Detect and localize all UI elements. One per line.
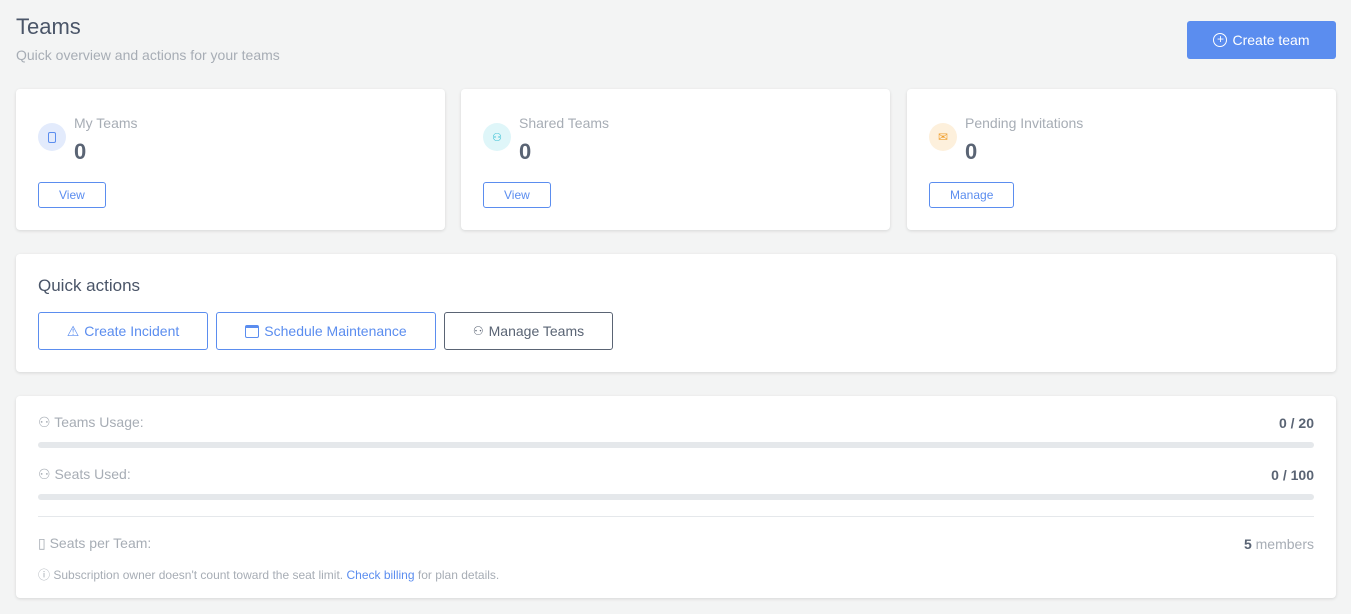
calendar-icon [245, 324, 260, 338]
usage-card: ⚇ Teams Usage: 0 / 20 ⚇ Seats Used: 0 / 10… [16, 396, 1336, 598]
view-my-teams-button[interactable]: View [38, 182, 106, 208]
stat-label: Shared Teams [519, 115, 610, 131]
plus-circle-icon: + [1213, 33, 1228, 47]
stat-label: Pending Invitations [965, 115, 1084, 131]
users-icon: ⚇ [483, 123, 511, 151]
envelope-icon: ✉ [929, 123, 957, 151]
create-incident-button[interactable]: ⚠ Create Incident [38, 312, 208, 350]
seats-used-bar [38, 494, 1314, 500]
stat-value: 0 [74, 139, 87, 164]
quick-actions-title: Quick actions [38, 276, 141, 295]
stat-label: My Teams [74, 115, 138, 131]
create-team-button[interactable]: + Create team [1187, 21, 1336, 59]
my-teams-card: My Teams 0 View [16, 89, 445, 230]
stat-value: 0 [519, 139, 532, 164]
view-shared-teams-button[interactable]: View [483, 182, 551, 208]
badge-icon: ▯ [38, 535, 50, 551]
users-filled-icon: ⚇ [38, 466, 55, 482]
info-icon: ⓘ [38, 568, 51, 582]
seats-used-label: ⚇ Seats Used: [38, 466, 131, 482]
quick-actions-card: Quick actions ⚠ Create Incident Schedule … [16, 254, 1336, 372]
seats-used-value: 0 / 100 [1271, 466, 1314, 483]
divider [38, 516, 1314, 517]
manage-invitations-button[interactable]: Manage [929, 182, 1015, 208]
users-icon: ⚇ [472, 324, 484, 338]
warning-icon: ⚠ [66, 322, 80, 339]
seats-per-team-label: ▯ Seats per Team: [38, 535, 152, 551]
schedule-maintenance-button[interactable]: Schedule Maintenance [216, 312, 436, 350]
check-billing-link[interactable]: Check billing [346, 568, 415, 582]
pending-invitations-card: ✉ Pending Invitations 0 Manage [907, 89, 1336, 230]
manage-teams-button[interactable]: ⚇ Manage Teams [444, 312, 613, 350]
page-subtitle: Quick overview and actions for your team… [16, 47, 280, 63]
seat-limit-note: ⓘ Subscription owner doesn't count towar… [38, 568, 500, 582]
shared-teams-card: ⚇ Shared Teams 0 View [461, 89, 890, 230]
teams-usage-value: 0 / 20 [1278, 414, 1314, 431]
teams-usage-label: ⚇ Teams Usage: [38, 414, 144, 430]
badge-icon [38, 123, 66, 151]
seats-per-team-value: 5 members [1243, 535, 1314, 552]
teams-usage-bar [38, 442, 1314, 448]
users-icon: ⚇ [38, 414, 55, 430]
page-title: Teams [16, 14, 81, 39]
stat-value: 0 [965, 139, 978, 164]
